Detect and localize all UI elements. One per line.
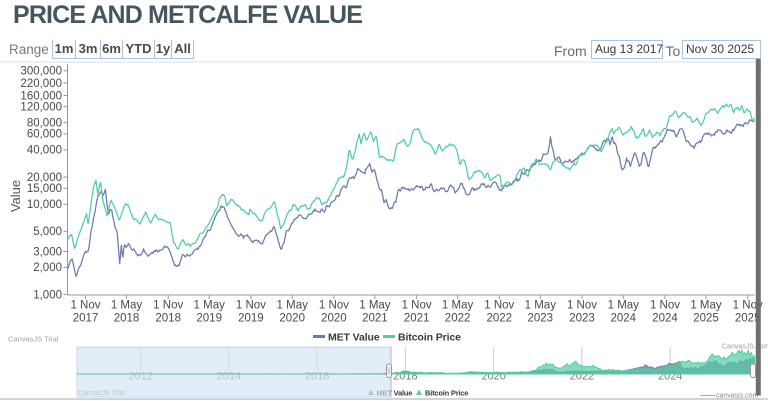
svg-text:1 May: 1 May [525, 300, 557, 312]
svg-text:1 Nov: 1 Nov [402, 300, 432, 312]
svg-text:160,000: 160,000 [20, 90, 62, 102]
svg-text:CanvasJS Trial: CanvasJS Trial [78, 390, 126, 397]
svg-text:2020: 2020 [321, 313, 347, 325]
svg-text:2019: 2019 [238, 313, 264, 325]
svg-text:Bitcoin Price: Bitcoin Price [425, 389, 468, 398]
svg-text:60,000: 60,000 [27, 129, 62, 141]
svg-text:80,000: 80,000 [27, 118, 62, 130]
svg-text:1 Nov: 1 Nov [733, 300, 763, 312]
svg-text:10,000: 10,000 [27, 199, 62, 211]
svg-text:Bitcoin Price: Bitcoin Price [398, 332, 461, 344]
svg-text:1 Nov: 1 Nov [70, 300, 100, 312]
svg-text:2021: 2021 [404, 313, 430, 325]
svg-text:1 Nov: 1 Nov [236, 300, 266, 312]
svg-text:5,000: 5,000 [33, 226, 62, 238]
svg-text:2025: 2025 [735, 313, 761, 325]
svg-text:300,000: 300,000 [20, 66, 62, 78]
svg-text:1 May: 1 May [690, 300, 722, 312]
svg-text:MET Value: MET Value [377, 389, 413, 398]
svg-text:2017: 2017 [73, 313, 99, 325]
svg-text:Value: Value [8, 180, 23, 212]
svg-text:15,000: 15,000 [27, 183, 62, 195]
svg-text:2021: 2021 [362, 313, 388, 325]
svg-text:1,000: 1,000 [33, 289, 62, 301]
svg-text:1 Nov: 1 Nov [319, 300, 349, 312]
svg-text:40,000: 40,000 [27, 145, 62, 157]
svg-text:1 Nov: 1 Nov [484, 300, 514, 312]
svg-text:220,000: 220,000 [20, 78, 62, 90]
svg-text:2022: 2022 [445, 313, 471, 325]
svg-text:2019: 2019 [196, 313, 222, 325]
svg-text:MET Value: MET Value [328, 332, 380, 344]
svg-text:CanvasJS.com: CanvasJS.com [722, 344, 768, 351]
svg-text:2023: 2023 [528, 313, 554, 325]
svg-text:1 May: 1 May [359, 300, 391, 312]
svg-text:1 Nov: 1 Nov [567, 300, 597, 312]
svg-text:CanvasJS Trial: CanvasJS Trial [8, 335, 59, 344]
svg-text:2018: 2018 [114, 313, 140, 325]
svg-text:2025: 2025 [693, 313, 719, 325]
svg-text:2,000: 2,000 [33, 262, 62, 274]
svg-text:120,000: 120,000 [20, 102, 62, 114]
svg-text:2024: 2024 [652, 313, 678, 325]
svg-text:1 May: 1 May [111, 300, 143, 312]
svg-text:3,000: 3,000 [33, 246, 62, 258]
svg-text:1 May: 1 May [608, 300, 640, 312]
svg-text:2020: 2020 [279, 313, 305, 325]
svg-text:1 Nov: 1 Nov [650, 300, 680, 312]
svg-text:20,000: 20,000 [27, 172, 62, 184]
svg-text:1 May: 1 May [277, 300, 309, 312]
svg-text:2023: 2023 [569, 313, 595, 325]
svg-text:canvasjs.com: canvasjs.com [716, 393, 759, 400]
svg-text:2022: 2022 [487, 313, 513, 325]
svg-text:2024: 2024 [611, 313, 637, 325]
svg-text:1 Nov: 1 Nov [153, 300, 183, 312]
svg-text:1 May: 1 May [442, 300, 474, 312]
svg-text:1 May: 1 May [194, 300, 226, 312]
svg-text:2018: 2018 [155, 313, 181, 325]
